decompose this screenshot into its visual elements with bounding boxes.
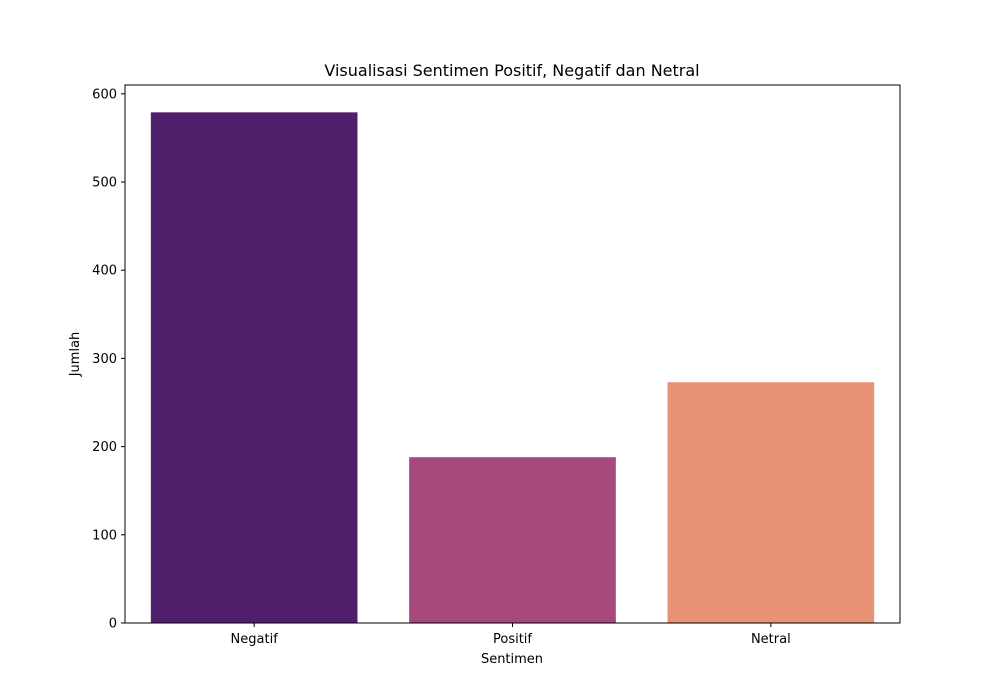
bars-group — [150, 112, 875, 624]
y-axis: 0 100 200 300 400 500 600 — [92, 87, 125, 632]
x-axis-label: Sentimen — [481, 652, 543, 667]
y-tick-label: 600 — [92, 87, 117, 102]
bar-positif — [409, 457, 616, 623]
y-axis-label: Jumlah — [68, 332, 83, 378]
y-tick-label: 0 — [109, 617, 117, 632]
x-tick-label: Negatif — [231, 632, 279, 647]
y-tick-label: 200 — [92, 440, 117, 455]
x-tick-label: Positif — [493, 632, 532, 647]
x-tick-label: Netral — [751, 632, 791, 647]
bar-negatif — [150, 112, 358, 624]
y-tick-label: 100 — [92, 528, 117, 543]
y-tick-label: 500 — [92, 176, 117, 191]
chart-title: Visualisasi Sentimen Positif, Negatif da… — [324, 61, 699, 80]
x-axis: Negatif Positif Netral — [231, 623, 791, 647]
y-tick-label: 300 — [92, 352, 117, 367]
y-tick-label: 400 — [92, 264, 117, 279]
plot-frame — [124, 84, 901, 624]
bar-netral — [667, 382, 875, 623]
